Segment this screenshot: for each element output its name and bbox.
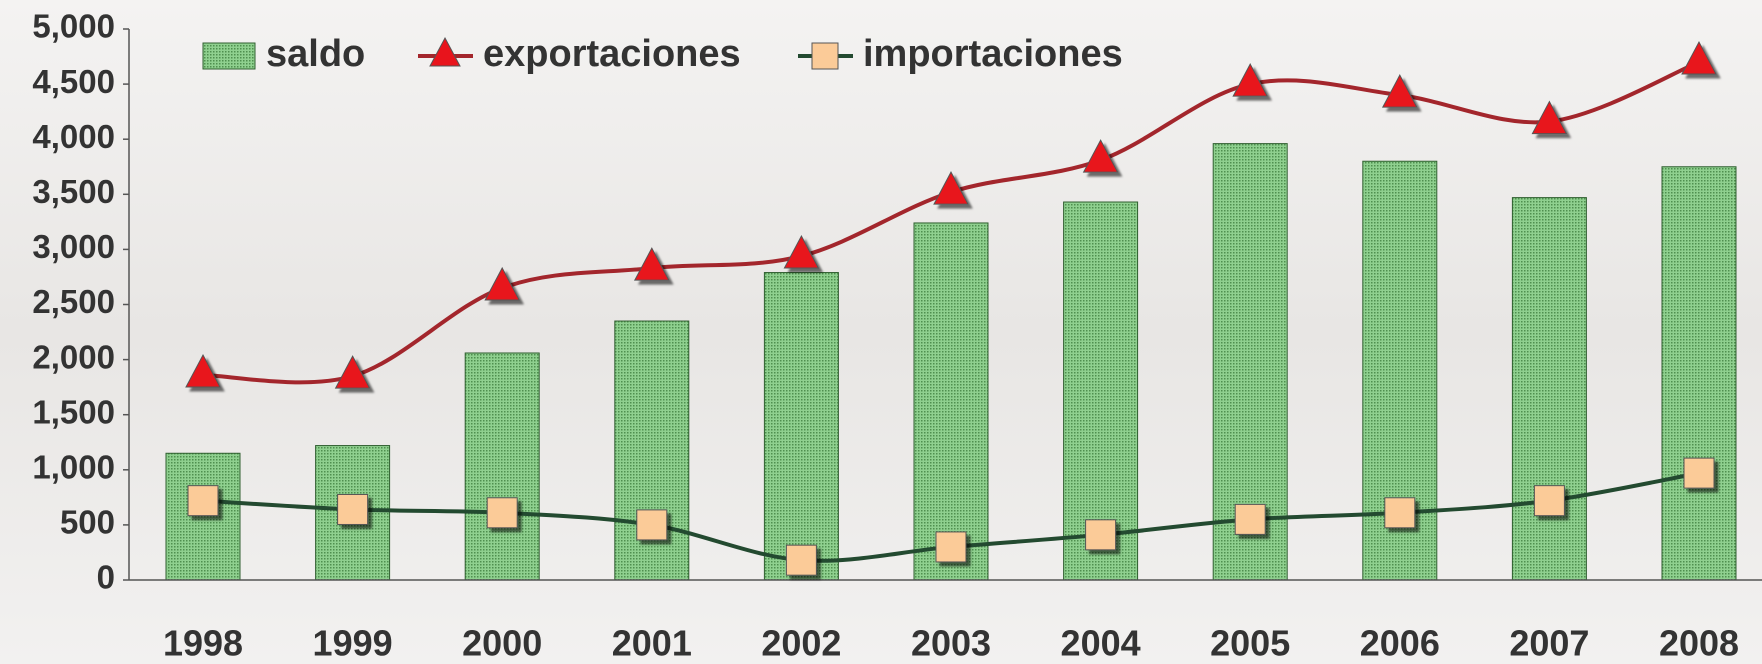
marker	[783, 234, 820, 269]
x-tick-label: 2005	[1210, 623, 1290, 664]
legend-swatch	[202, 42, 256, 70]
marker	[1533, 485, 1565, 517]
marker	[185, 353, 221, 388]
y-tick-label: 4,500	[32, 63, 115, 100]
marker	[935, 531, 967, 563]
marker	[633, 247, 670, 281]
x-tick-label: 2001	[612, 623, 692, 664]
y-tick-label: 2,500	[32, 283, 115, 320]
x-tick-label: 2007	[1509, 623, 1589, 664]
legend-label: exportaciones	[483, 33, 741, 75]
marker	[1082, 139, 1119, 173]
bar	[1063, 201, 1139, 581]
marker	[187, 485, 219, 517]
y-tick-label: 1,000	[32, 449, 115, 486]
marker	[1381, 74, 1418, 108]
y-tick-label: 4,000	[32, 118, 115, 155]
y-tick-label: 500	[60, 504, 115, 541]
x-tick-label: 2008	[1659, 623, 1739, 664]
marker	[785, 544, 817, 576]
legend-label: importaciones	[863, 33, 1123, 75]
legend-marker	[811, 42, 839, 70]
marker	[1681, 40, 1717, 75]
marker	[636, 509, 668, 541]
y-tick-label: 1,500	[32, 393, 115, 430]
x-tick-label: 2004	[1061, 623, 1141, 664]
y-tick-label: 0	[97, 559, 115, 596]
y-tick-label: 3,000	[32, 228, 115, 265]
marker	[1683, 457, 1715, 489]
x-tick-label: 2006	[1360, 623, 1440, 664]
legend-label: saldo	[266, 33, 365, 75]
marker	[933, 171, 969, 205]
bar	[165, 452, 241, 581]
y-tick-label: 5,000	[32, 8, 115, 45]
x-tick-label: 2000	[462, 623, 542, 664]
x-tick-label: 2003	[911, 623, 991, 664]
marker	[334, 355, 371, 389]
marker	[1234, 503, 1266, 535]
bar	[913, 222, 989, 581]
marker	[484, 266, 521, 301]
y-tick-label: 3,500	[32, 173, 115, 210]
bar	[1511, 197, 1587, 581]
bar	[464, 352, 540, 581]
y-tick-label: 2,000	[32, 338, 115, 375]
x-tick-label: 1999	[313, 623, 393, 664]
x-tick-label: 2002	[761, 623, 841, 664]
x-tick-label: 1998	[163, 623, 243, 664]
marker	[486, 497, 518, 529]
marker	[1384, 497, 1416, 529]
bar	[1661, 166, 1737, 581]
marker	[1232, 63, 1269, 97]
legend-marker	[429, 36, 461, 67]
bar	[614, 320, 690, 581]
marker	[1531, 100, 1568, 135]
marker	[337, 493, 369, 525]
marker	[1085, 519, 1117, 551]
bar	[763, 272, 839, 581]
